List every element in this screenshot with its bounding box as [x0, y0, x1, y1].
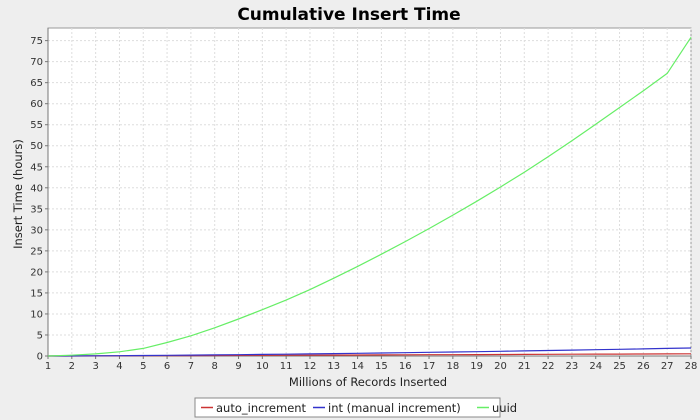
x-tick-label: 3 — [92, 361, 98, 372]
x-tick-label: 13 — [327, 361, 340, 372]
y-tick-label: 20 — [30, 267, 43, 278]
y-tick-label: 25 — [30, 246, 43, 257]
y-axis-title: Insert Time (hours) — [11, 139, 25, 249]
x-tick-label: 1 — [45, 361, 51, 372]
x-tick-label: 17 — [423, 361, 436, 372]
legend-box — [194, 397, 501, 418]
y-tick-label: 0 — [37, 352, 43, 363]
legend-label-uuid: uuid — [492, 401, 517, 415]
plot-area — [47, 27, 692, 357]
y-tick-label: 60 — [30, 99, 43, 110]
x-tick-label: 22 — [542, 361, 555, 372]
y-tick-label: 75 — [30, 36, 43, 47]
x-tick-label: 16 — [399, 361, 412, 372]
x-tick-label: 19 — [470, 361, 483, 372]
y-tick-label: 45 — [30, 162, 43, 173]
x-tick-label: 15 — [375, 361, 388, 372]
x-tick-label: 14 — [351, 361, 364, 372]
x-tick-label: 23 — [566, 361, 579, 372]
x-tick-label: 9 — [235, 361, 241, 372]
x-tick-label: 20 — [494, 361, 507, 372]
legend-label-auto-increment: auto_increment — [216, 401, 307, 415]
y-tick-label: 35 — [30, 204, 43, 215]
y-tick-label: 40 — [30, 183, 43, 194]
x-tick-label: 26 — [637, 361, 650, 372]
y-tick-label: 5 — [37, 330, 43, 341]
x-tick-label: 28 — [685, 361, 698, 372]
x-tick-label: 25 — [613, 361, 626, 372]
y-tick-label: 30 — [30, 225, 43, 236]
chart-title: Cumulative Insert Time — [237, 5, 460, 25]
x-tick-label: 7 — [188, 361, 194, 372]
x-tick-label: 21 — [518, 361, 531, 372]
x-axis-title: Millions of Records Inserted — [289, 375, 447, 389]
y-tick-label: 55 — [30, 120, 43, 131]
x-tick-label: 5 — [140, 361, 146, 372]
series-line-uuid — [47, 36, 692, 357]
x-tick-label: 11 — [280, 361, 293, 372]
legend-label-int-manual-increment: int (manual increment) — [328, 401, 461, 415]
plot-layer: 1 2 3 4 5 6 7 8 9 10 11 12 13 14 15 16 17 18 19 20 21 22 23 24 2… — [30, 27, 698, 372]
x-tick-label: 10 — [256, 361, 269, 372]
x-tick-label: 8 — [212, 361, 218, 372]
x-tick-label: 18 — [446, 361, 459, 372]
x-tick-label: 4 — [116, 361, 122, 372]
x-tick-label: 2 — [69, 361, 75, 372]
y-tick-label: 15 — [30, 288, 43, 299]
x-tick-label: 24 — [589, 361, 602, 372]
x-tick-label: 12 — [304, 361, 317, 372]
y-tick-label: 10 — [30, 309, 43, 320]
x-tick-label: 27 — [661, 361, 674, 372]
y-tick-label: 50 — [30, 141, 43, 152]
y-tick-label: 65 — [30, 78, 43, 89]
series-line-int-manual-increment — [47, 347, 692, 357]
x-tick-label: 6 — [164, 361, 170, 372]
legend: auto_increment int (manual increment) uuid — [194, 397, 517, 418]
y-tick-label: 70 — [30, 57, 43, 68]
